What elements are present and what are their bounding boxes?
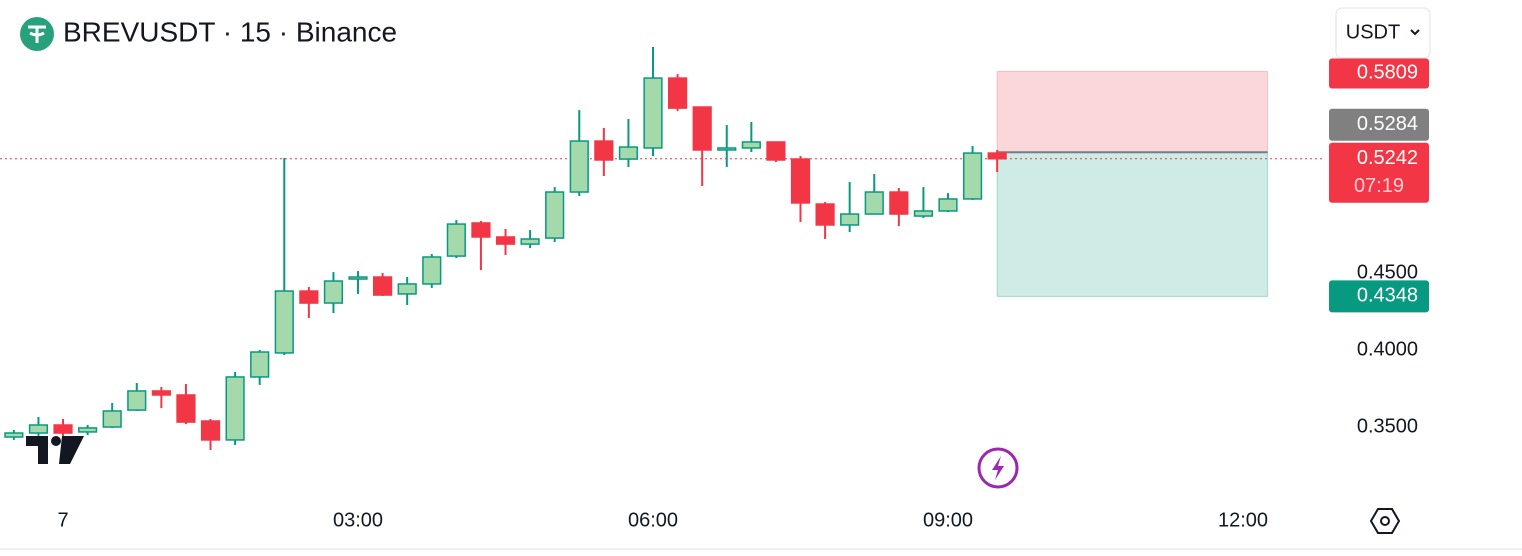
candle-body [545, 191, 565, 239]
candle-body [815, 203, 835, 226]
candle-body [127, 390, 147, 411]
candle-body [840, 213, 860, 226]
currency-label[interactable]: USDT [1346, 21, 1400, 43]
candle-body [766, 141, 786, 161]
target-price-label: 0.4348 [1357, 285, 1418, 307]
candle-body [274, 290, 294, 354]
candle-body [53, 424, 73, 434]
x-tick-label: 06:00 [628, 509, 678, 531]
candle-body [102, 410, 122, 428]
candle-body [299, 290, 319, 304]
candle-body [692, 106, 712, 151]
candle-body [250, 351, 270, 378]
candle-body [594, 140, 614, 161]
stop-zone [996, 70, 1269, 153]
candle-body [225, 376, 245, 441]
stop-price-label-bg [1329, 58, 1429, 89]
candle-body [569, 140, 589, 193]
candle-body [889, 191, 909, 215]
x-tick-label: 09:00 [923, 509, 973, 531]
candle-body [520, 238, 540, 245]
entry-price-label-bg [1329, 108, 1429, 141]
candle-body [348, 276, 368, 280]
candle-body [151, 390, 171, 396]
chart-title: BREVUSDT · 15 · Binance [63, 16, 397, 47]
entry-price-label: 0.5284 [1357, 113, 1418, 135]
candle-body [446, 223, 466, 257]
symbol-icon [20, 17, 54, 51]
currency-dropdown[interactable] [1335, 7, 1431, 59]
candle-body [397, 283, 417, 295]
x-tick-label: 7 [57, 509, 68, 531]
target-price-label-bg [1329, 280, 1429, 313]
candle-body [4, 432, 24, 438]
candle-body [962, 152, 983, 200]
y-tick-label: 0.3500 [1357, 415, 1418, 437]
settings-button[interactable] [1369, 508, 1401, 534]
candle-body [741, 141, 761, 149]
x-tick-label: 03:00 [333, 509, 383, 531]
candle-body [864, 191, 884, 215]
candle-body [422, 256, 442, 285]
watermark-logo [26, 436, 84, 464]
candle-body [200, 420, 221, 441]
lightning-button[interactable] [977, 447, 1019, 489]
last-price-label: 0.5242 [1357, 147, 1418, 169]
last-price-label-bg [1329, 142, 1429, 203]
stop-price-label: 0.5809 [1357, 62, 1418, 84]
candle-body [78, 427, 98, 433]
candle-body [987, 152, 1007, 160]
target-zone [996, 151, 1269, 297]
candle-body [495, 236, 516, 245]
y-tick-label: 0.4500 [1357, 261, 1418, 283]
candle-body [913, 210, 934, 217]
countdown-label: 07:19 [1354, 175, 1404, 197]
x-tick-label: 12:00 [1218, 509, 1268, 531]
candle-body [323, 280, 344, 304]
candle-body [643, 77, 663, 149]
candle-body [790, 158, 811, 204]
candle-body [28, 424, 49, 434]
candle-body [373, 276, 393, 296]
candle-body [938, 198, 958, 212]
candle-body [471, 222, 491, 238]
candle-body [618, 146, 639, 160]
candle-body [667, 77, 688, 109]
y-tick-label: 0.4000 [1357, 338, 1418, 360]
dropdown-arrow[interactable] [1410, 29, 1420, 36]
candle-body [717, 147, 737, 151]
candle-body [176, 394, 196, 423]
